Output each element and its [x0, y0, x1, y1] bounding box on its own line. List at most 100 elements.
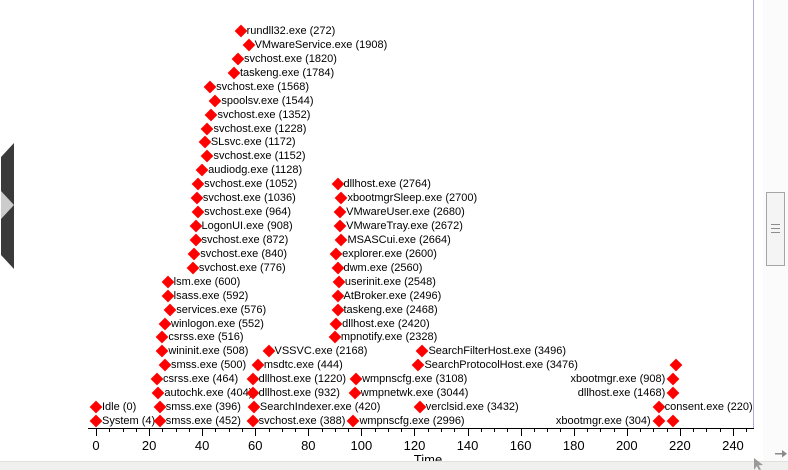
process-marker[interactable]	[89, 400, 103, 414]
process-marker[interactable]	[191, 205, 205, 219]
process-label: System (4)	[102, 415, 156, 428]
process-marker[interactable]	[247, 400, 261, 414]
process-marker[interactable]	[191, 177, 205, 191]
process-marker[interactable]	[189, 233, 202, 247]
process-marker[interactable]	[331, 289, 344, 303]
process-marker[interactable]	[669, 358, 683, 372]
process-marker[interactable]	[150, 372, 164, 386]
process-marker[interactable]	[190, 191, 204, 205]
x-axis-minor-tick	[454, 428, 456, 432]
process-marker[interactable]	[331, 177, 344, 191]
scrollbar-thumb[interactable]	[766, 192, 785, 266]
process-marker[interactable]	[242, 38, 255, 52]
x-axis-minor-tick	[135, 428, 137, 432]
process-marker[interactable]	[187, 247, 201, 261]
process-label: services.exe (576)	[176, 303, 267, 316]
process-marker[interactable]	[413, 400, 427, 414]
process-marker[interactable]	[333, 205, 347, 219]
process-marker[interactable]	[189, 219, 202, 233]
process-label: dllhost.exe (2420)	[342, 317, 430, 330]
x-axis-minor-tick	[547, 428, 549, 432]
process-marker[interactable]	[227, 66, 241, 80]
process-marker[interactable]	[155, 331, 169, 344]
process-marker[interactable]	[205, 108, 218, 121]
process-marker[interactable]	[332, 275, 346, 289]
x-axis-minor-tick	[427, 428, 429, 432]
process-label: svchost.exe (776)	[198, 261, 286, 274]
x-axis-tick	[679, 428, 681, 436]
process-marker[interactable]	[209, 94, 222, 108]
process-label: SearchProtocolHost.exe (3476)	[424, 359, 578, 372]
process-marker[interactable]	[201, 122, 214, 135]
process-marker[interactable]	[198, 136, 212, 149]
flyout-handle[interactable]	[1, 143, 14, 269]
process-marker[interactable]	[158, 317, 172, 330]
x-axis-tick-label: 20	[141, 438, 157, 453]
mouse-cursor-icon	[752, 456, 766, 470]
process-marker[interactable]	[234, 24, 248, 38]
process-label: AtBroker.exe (2496)	[343, 289, 442, 302]
process-marker[interactable]	[186, 261, 200, 275]
process-marker[interactable]	[231, 52, 245, 66]
x-axis-minor-tick	[719, 428, 721, 432]
process-marker[interactable]	[161, 275, 175, 289]
process-label: Idle (0)	[102, 401, 137, 414]
process-marker[interactable]	[203, 80, 217, 94]
process-marker[interactable]	[155, 345, 169, 358]
x-axis-minor-tick	[162, 428, 164, 432]
x-axis-minor-tick	[494, 428, 496, 432]
process-marker[interactable]	[246, 414, 259, 428]
process-label: wmpnscfg.exe (2996)	[359, 415, 465, 428]
process-label: consent.exe (220)	[664, 401, 753, 414]
x-axis-minor-tick	[560, 428, 562, 432]
process-marker[interactable]	[153, 414, 167, 428]
process-label: VMwareTray.exe (2672)	[346, 220, 463, 233]
process-label: dllhost.exe (2764)	[343, 178, 431, 191]
process-label: VMwareService.exe (1908)	[254, 38, 388, 51]
process-marker[interactable]	[416, 345, 429, 358]
process-marker[interactable]	[652, 400, 666, 414]
process-marker[interactable]	[666, 372, 680, 386]
x-axis-minor-tick	[295, 428, 297, 432]
process-marker[interactable]	[201, 149, 214, 163]
x-axis-minor-tick	[374, 428, 376, 432]
process-marker[interactable]	[246, 372, 259, 386]
x-axis-tick-label: 200	[615, 438, 638, 453]
process-marker[interactable]	[331, 261, 344, 275]
process-marker[interactable]	[349, 372, 363, 386]
process-label: VSSVC.exe (2168)	[274, 345, 368, 358]
process-marker[interactable]	[652, 414, 666, 428]
process-marker[interactable]	[335, 191, 348, 205]
process-marker[interactable]	[251, 358, 265, 372]
process-marker[interactable]	[195, 163, 209, 177]
process-marker[interactable]	[666, 386, 680, 400]
process-marker[interactable]	[347, 414, 360, 428]
process-marker[interactable]	[328, 331, 342, 344]
process-marker[interactable]	[335, 233, 348, 247]
process-label: autochk.exe (404)	[164, 387, 253, 400]
process-marker[interactable]	[412, 358, 425, 372]
x-axis-minor-tick	[533, 428, 535, 432]
x-axis-tick-label: 180	[562, 438, 585, 453]
process-marker[interactable]	[329, 247, 343, 261]
process-marker[interactable]	[151, 386, 165, 400]
process-marker[interactable]	[666, 414, 680, 428]
process-marker[interactable]	[153, 400, 167, 414]
process-marker[interactable]	[329, 317, 343, 330]
vertical-scrollbar[interactable]	[763, 0, 788, 461]
process-marker[interactable]	[331, 303, 344, 316]
process-label: SearchFilterHost.exe (3496)	[428, 345, 566, 358]
process-marker[interactable]	[348, 386, 362, 400]
process-marker[interactable]	[158, 358, 172, 372]
process-label: smss.exe (500)	[171, 359, 247, 372]
x-axis-minor-tick	[600, 428, 602, 432]
process-marker[interactable]	[262, 345, 275, 358]
x-axis-tick-label: 220	[669, 438, 691, 453]
process-marker[interactable]	[163, 303, 177, 316]
process-marker[interactable]	[89, 414, 103, 428]
process-label: xbootmgr.exe (908)	[570, 373, 666, 386]
process-marker[interactable]	[333, 219, 347, 233]
process-marker[interactable]	[161, 289, 175, 303]
x-axis-tick-label: 80	[301, 438, 316, 453]
